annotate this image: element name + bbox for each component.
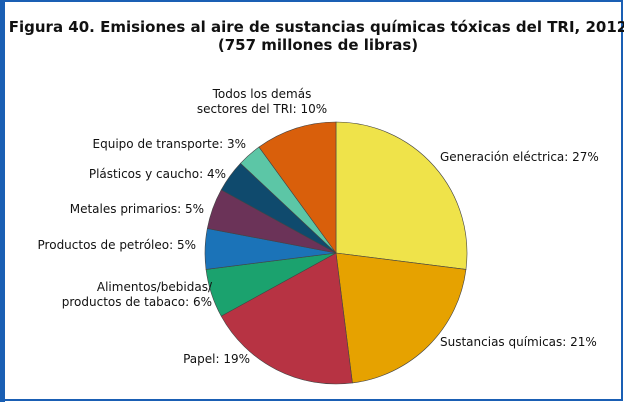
slice-label: Equipo de transporte: 3% xyxy=(93,137,246,151)
pie-slice xyxy=(335,252,467,384)
slice-label: Plásticos y caucho: 4% xyxy=(89,167,226,181)
pie-slice xyxy=(335,121,468,270)
chart-subtitle: (757 millones de libras) xyxy=(218,36,418,54)
frame-edge xyxy=(0,0,5,402)
pie-slice xyxy=(258,121,337,254)
pie-slice xyxy=(220,252,353,385)
chart-title: Figura 40. Emisiones al aire de sustanci… xyxy=(9,18,624,36)
slice-label: Alimentos/bebidas/productos de tabaco: 6… xyxy=(62,280,213,309)
slice-label: Todos los demás sectores del TRI: 10% xyxy=(197,87,327,116)
slice-label: Productos de petróleo: 5% xyxy=(38,238,196,252)
slice-label: Generación eléctrica: 27% xyxy=(440,150,599,164)
slice-label: Metales primarios: 5% xyxy=(70,202,204,216)
slice-label: Sustancias químicas: 21% xyxy=(440,335,597,349)
slice-label: Papel: 19% xyxy=(183,352,250,366)
